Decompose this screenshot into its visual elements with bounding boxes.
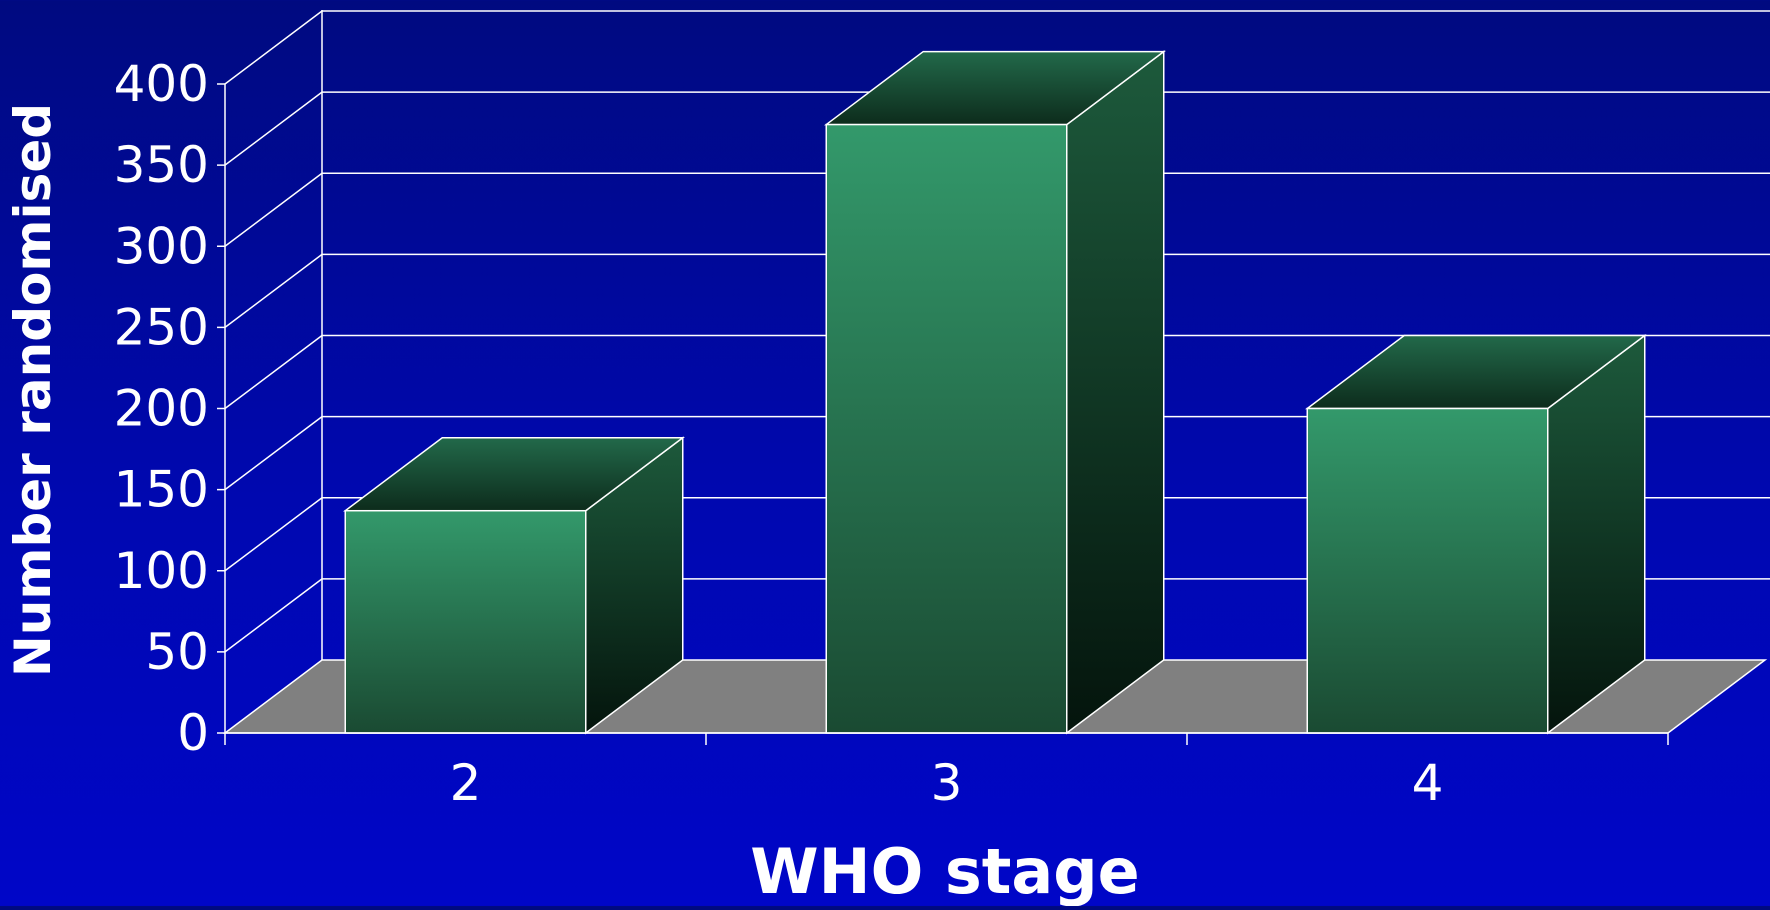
bar-front-face [825, 123, 1068, 734]
axes [217, 83, 1669, 745]
bar-front-face [1306, 407, 1549, 734]
y-tick-label: 50 [145, 623, 209, 681]
bar-4 [1305, 333, 1647, 735]
y-tick-label: 200 [114, 380, 209, 438]
x-tick-label: 3 [931, 754, 963, 812]
y-tick-label: 0 [177, 704, 209, 762]
labels: 0 50 100 150 200 250 300 350 400 2 3 4 [114, 55, 1444, 812]
bar-side-face [1066, 50, 1165, 735]
x-tick-label: 2 [450, 754, 482, 812]
y-tick-label: 350 [114, 136, 209, 194]
gridline-diagonal [224, 334, 323, 410]
y-tick-label: 100 [114, 542, 209, 600]
y-tick-label: 250 [114, 298, 209, 356]
y-axis-label: Number randomised [4, 103, 62, 677]
y-tick-label: 400 [114, 55, 209, 113]
x-tick-label: 4 [1412, 754, 1444, 812]
bar-3 [824, 50, 1166, 735]
y-tick-label: 300 [114, 217, 209, 275]
gridline-diagonal [224, 416, 323, 491]
bars [343, 50, 1647, 735]
gridline-diagonal [224, 91, 323, 166]
bar-2 [343, 436, 685, 735]
gridline-diagonal [224, 578, 323, 653]
gridline-diagonal [224, 253, 323, 328]
x-axis-label: WHO stage [750, 835, 1139, 906]
gridline-diagonal [224, 497, 323, 572]
gridline-diagonal [224, 10, 323, 85]
gridline-diagonal [224, 172, 323, 247]
y-tick-label: 150 [114, 461, 209, 519]
bar-front-face [344, 509, 587, 734]
